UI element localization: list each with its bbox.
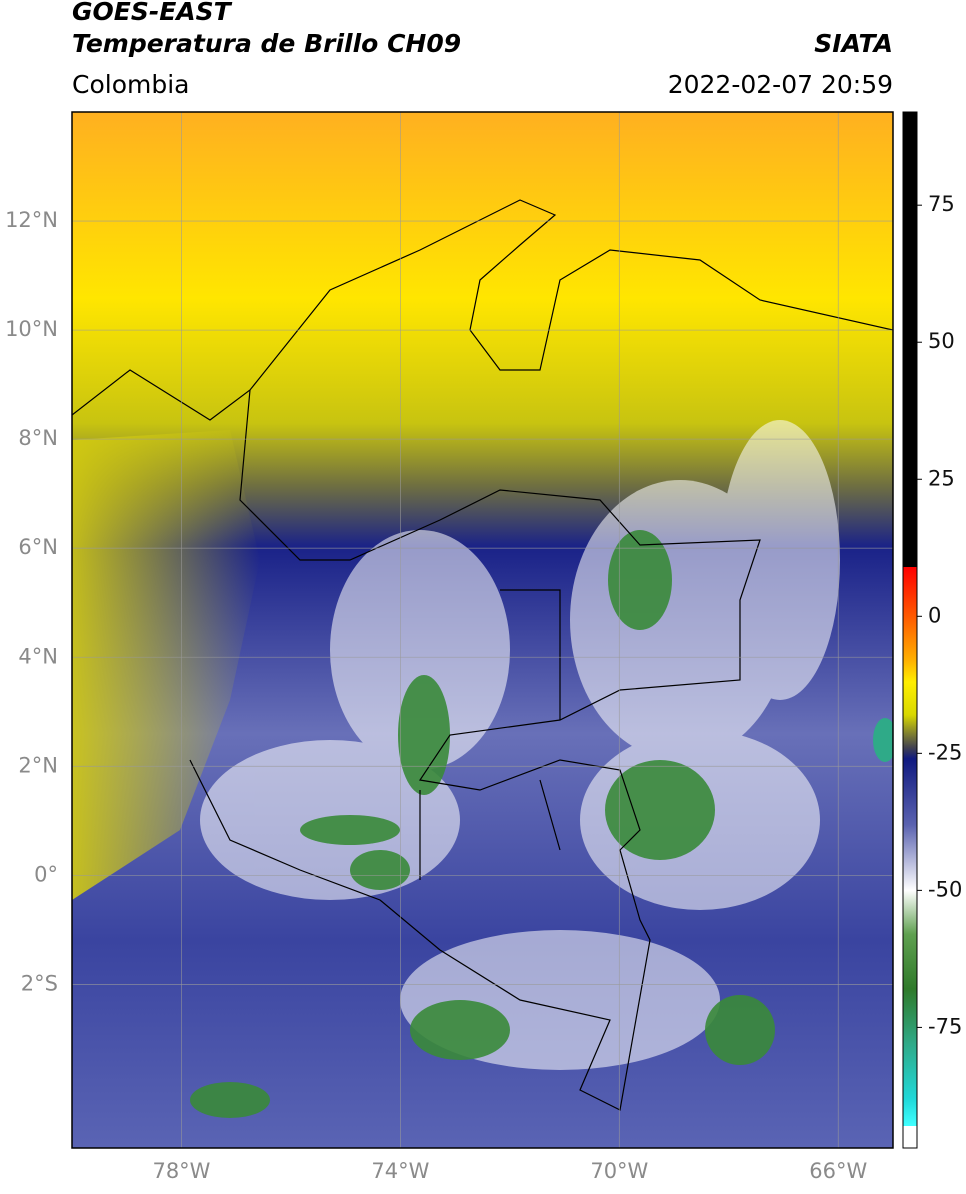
colorbar-tick-label: -50 (928, 877, 962, 901)
source: SIATA (814, 29, 893, 58)
y-tick-label: 0° (34, 862, 58, 886)
map-frame (71, 111, 894, 1149)
colorbar-tick-label: 75 (928, 192, 955, 216)
y-tick-label: 4°N (18, 644, 58, 668)
title-line1: GOES-EAST (72, 0, 233, 26)
datetime: 2022-02-07 20:59 (668, 70, 893, 99)
y-tick-label: 2°S (21, 971, 58, 995)
y-tick-label: 6°N (18, 535, 58, 559)
colorbar-tick-label: 0 (928, 603, 941, 627)
colorbar (902, 111, 918, 1149)
x-tick-label: 74°W (371, 1159, 429, 1183)
colorbar-tick-label: -75 (928, 1014, 962, 1038)
y-tick-label: 8°N (18, 426, 58, 450)
y-tick-label: 10°N (5, 317, 58, 341)
colorbar-tick-label: 50 (928, 329, 955, 353)
colorbar-tick-label: 25 (928, 466, 955, 490)
colorbar-tick-label: -25 (928, 740, 962, 764)
region: Colombia (72, 70, 189, 99)
x-tick-label: 66°W (809, 1159, 867, 1183)
x-tick-label: 70°W (590, 1159, 648, 1183)
x-tick-label: 78°W (152, 1159, 210, 1183)
y-tick-label: 2°N (18, 753, 58, 777)
title-line2: Temperatura de Brillo CH09 (72, 29, 461, 58)
grid (72, 112, 893, 1148)
y-tick-label: 12°N (5, 208, 58, 232)
satellite-image (72, 112, 893, 1148)
